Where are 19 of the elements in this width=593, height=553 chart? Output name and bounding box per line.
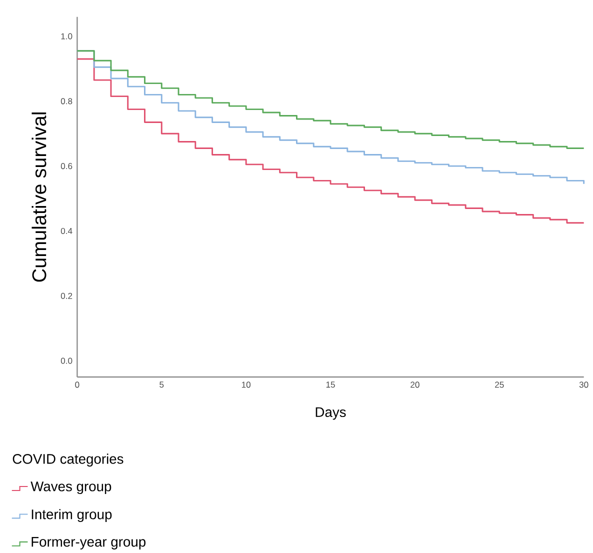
x-tick-label: 0 <box>75 382 80 388</box>
x-tick-label: 10 <box>242 382 250 388</box>
x-tick-label: 15 <box>326 382 335 388</box>
x-tick-label: 25 <box>495 382 504 388</box>
y-tick-label: 0.2 <box>60 292 72 299</box>
y-tick-label: 0.0 <box>60 358 72 364</box>
legend-label: Waves group <box>30 482 112 494</box>
legend-label: Interim group <box>32 509 112 522</box>
y-tick-label: 0.8 <box>60 98 72 104</box>
x-tick-label: 30 <box>579 382 588 388</box>
y-axis-title: Cumulative survival <box>32 112 46 282</box>
x-tick-label: 5 <box>160 382 164 388</box>
legend-title: COVID categories <box>12 454 124 467</box>
y-tick-label: 0.4 <box>60 228 72 234</box>
y-tick-label: 0.6 <box>60 162 72 170</box>
x-axis-title: Days <box>316 407 346 420</box>
x-tick-label: 20 <box>410 382 420 388</box>
y-tick-label: 1.0 <box>61 33 72 40</box>
legend-label: Former-year group <box>32 536 146 550</box>
